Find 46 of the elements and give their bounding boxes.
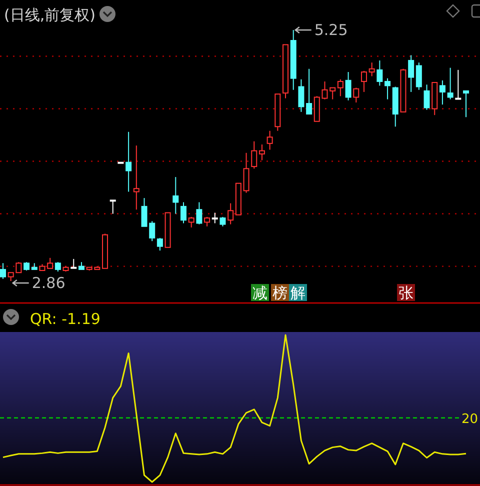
candlestick bbox=[70, 258, 77, 269]
candlestick bbox=[266, 130, 273, 150]
candlestick bbox=[416, 62, 422, 90]
candlestick bbox=[258, 144, 265, 161]
candlestick bbox=[180, 202, 186, 224]
candlestick bbox=[243, 152, 250, 194]
candlestick bbox=[376, 60, 383, 86]
chart-title: (日线,前复权) bbox=[4, 6, 96, 24]
candlestick bbox=[188, 216, 194, 228]
annotation: 20 bbox=[461, 412, 478, 427]
candlestick bbox=[330, 87, 336, 100]
candlestick bbox=[345, 72, 352, 101]
candlestick bbox=[204, 216, 210, 227]
candlestick bbox=[298, 78, 304, 112]
text: 榜 bbox=[272, 284, 288, 302]
candlestick bbox=[0, 262, 6, 280]
candlestick bbox=[156, 237, 163, 252]
candlestick bbox=[220, 216, 226, 227]
candlestick bbox=[126, 131, 132, 192]
candlestick bbox=[337, 78, 344, 97]
candlestick bbox=[251, 140, 258, 170]
candlestick bbox=[353, 87, 360, 103]
text: 减 bbox=[252, 284, 268, 302]
annotation: 2.86 bbox=[32, 274, 66, 292]
candlestick bbox=[384, 78, 391, 100]
candlestick bbox=[424, 84, 430, 110]
candlestick bbox=[212, 212, 218, 224]
chart-title: QR: -1.19 bbox=[30, 310, 100, 328]
candlestick bbox=[172, 176, 179, 214]
candlestick bbox=[228, 202, 234, 225]
candlestick bbox=[54, 262, 61, 272]
candlestick bbox=[360, 70, 367, 92]
candlestick bbox=[110, 200, 116, 214]
candlestick bbox=[439, 80, 446, 106]
candlestick bbox=[408, 54, 414, 92]
candlestick bbox=[368, 62, 375, 77]
candlestick bbox=[463, 90, 469, 118]
candlestick bbox=[455, 69, 462, 100]
candlestick bbox=[133, 145, 140, 210]
candlestick bbox=[196, 202, 202, 225]
candlestick bbox=[447, 67, 454, 100]
annotation: 5.25 bbox=[314, 21, 348, 39]
candlestick bbox=[306, 68, 312, 115]
text: 张 bbox=[398, 284, 414, 302]
text: 解 bbox=[290, 284, 306, 302]
candlestick bbox=[47, 257, 54, 269]
